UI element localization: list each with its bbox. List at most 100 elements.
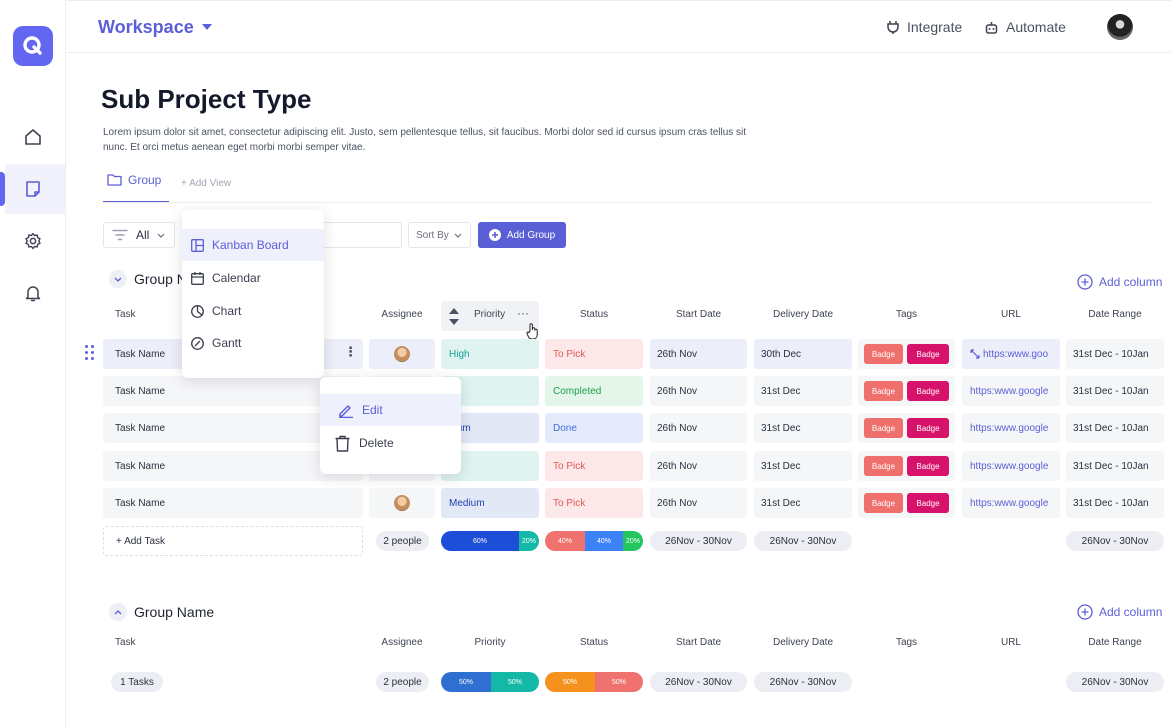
search-input[interactable] [320, 222, 402, 248]
group-collapse-toggle[interactable] [109, 603, 127, 621]
start-date-range-pill: 26Nov - 30Nov [650, 531, 747, 551]
add-view-link[interactable]: + Add View [181, 178, 232, 189]
delivery-date-value: 31st Dec [761, 422, 801, 434]
pencil-icon [339, 405, 353, 418]
assignee-cell[interactable] [369, 339, 435, 369]
filter-label: All [136, 228, 150, 242]
drag-handle-icon[interactable] [85, 345, 95, 361]
integrate-link[interactable]: Integrate [887, 19, 962, 35]
workspace-switcher[interactable]: Workspace [98, 17, 212, 38]
automate-link[interactable]: Automate [985, 19, 1066, 35]
date-range-value: 31st Dec - 10Jan [1073, 348, 1149, 360]
tags-cell[interactable]: Badge Badge [858, 376, 955, 406]
tags-cell[interactable]: Badge Badge [858, 488, 955, 518]
task-cell[interactable]: Task Name [103, 413, 363, 443]
people-count-pill: 2 people [376, 672, 429, 692]
date-range-cell[interactable]: 31st Dec - 10Jan [1066, 451, 1164, 481]
bell-icon[interactable] [20, 280, 46, 306]
task-cell[interactable]: Task Name [103, 488, 363, 518]
menu-item-calendar[interactable]: Calendar [182, 262, 261, 294]
settings-icon[interactable] [20, 228, 46, 254]
start-date-cell[interactable]: 26th Nov [650, 488, 747, 518]
url-cell[interactable]: https:www.goo [962, 339, 1060, 369]
start-date-cell[interactable]: 26th Nov [650, 413, 747, 443]
menu-item-delete[interactable]: Delete [320, 427, 394, 459]
status-cell[interactable]: To Pick [545, 451, 643, 481]
start-date-range-pill: 26Nov - 30Nov [650, 672, 747, 692]
add-column-button[interactable]: Add column [1077, 604, 1162, 620]
url-value: https:www.google [970, 385, 1049, 397]
header-delivery-date: Delivery Date [772, 309, 834, 320]
tags-cell[interactable]: Badge Badge [858, 451, 955, 481]
header-date-range: Date Range [1088, 637, 1142, 648]
priority-distribution-bar: 50% 50% [441, 672, 539, 692]
menu-item-label: Kanban Board [212, 238, 289, 252]
status-value: To Pick [553, 460, 586, 472]
url-cell[interactable]: https:www.google [962, 488, 1060, 518]
add-group-button[interactable]: Add Group [478, 222, 566, 248]
add-task-button[interactable]: + Add Task [103, 526, 363, 556]
start-date-value: 26th Nov [657, 497, 698, 509]
task-cell[interactable]: Task Name [103, 376, 363, 406]
date-range-pill: 26Nov - 30Nov [1066, 672, 1164, 692]
priority-header-hovered[interactable]: Priority ··· [441, 301, 539, 331]
delivery-date-cell[interactable]: 31st Dec [754, 488, 852, 518]
status-cell[interactable]: To Pick [545, 339, 643, 369]
date-range-cell[interactable]: 31st Dec - 10Jan [1066, 376, 1164, 406]
url-cell[interactable]: https:www.google [962, 376, 1060, 406]
priority-segment: 50% [491, 672, 539, 692]
header-status: Status [579, 637, 609, 648]
date-range-cell[interactable]: 31st Dec - 10Jan [1066, 488, 1164, 518]
plus-circle-icon [1077, 274, 1093, 290]
add-column-label: Add column [1099, 275, 1163, 289]
delivery-date-cell[interactable]: 30th Dec [754, 339, 852, 369]
row-context-menu: Edit Delete [320, 377, 461, 474]
delivery-date-cell[interactable]: 31st Dec [754, 376, 852, 406]
status-cell[interactable]: Done [545, 413, 643, 443]
menu-item-edit[interactable]: Edit [320, 394, 461, 426]
status-cell[interactable]: Completed [545, 376, 643, 406]
menu-item-chart[interactable]: Chart [182, 295, 241, 327]
plus-circle-icon [488, 229, 501, 241]
group-collapse-toggle[interactable] [109, 270, 127, 288]
date-range-cell[interactable]: 31st Dec - 10Jan [1066, 413, 1164, 443]
tab-group[interactable]: Group [103, 173, 169, 203]
home-icon[interactable] [20, 124, 46, 150]
start-date-cell[interactable]: 26th Nov [650, 339, 747, 369]
header-assignee: Assignee [381, 309, 423, 320]
menu-item-kanban-board[interactable]: Kanban Board [182, 229, 324, 261]
priority-cell[interactable]: High [441, 339, 539, 369]
header-priority: Priority [474, 637, 506, 648]
sort-arrows-icon[interactable] [449, 307, 459, 326]
sort-dropdown[interactable]: Sort By [408, 222, 471, 248]
tags-cell[interactable]: Badge Badge [858, 339, 955, 369]
tabs-divider [103, 202, 1152, 203]
menu-item-gantt[interactable]: Gantt [182, 327, 241, 359]
filter-dropdown[interactable]: All [103, 222, 175, 248]
date-range-value: 31st Dec - 10Jan [1073, 497, 1149, 509]
delivery-date-cell[interactable]: 31st Dec [754, 451, 852, 481]
start-date-cell[interactable]: 26th Nov [650, 451, 747, 481]
add-column-button[interactable]: Add column [1077, 274, 1162, 290]
tag-badge: Badge [907, 344, 949, 364]
delivery-date-cell[interactable]: 31st Dec [754, 413, 852, 443]
tag-badge: Badge [864, 344, 903, 364]
start-date-cell[interactable]: 26th Nov [650, 376, 747, 406]
status-distribution-bar: 40% 40% 20% [545, 531, 643, 551]
more-horizontal-icon[interactable]: ··· [517, 306, 529, 320]
priority-cell[interactable]: Medium [441, 488, 539, 518]
date-range-cell[interactable]: 31st Dec - 10Jan [1066, 339, 1164, 369]
page-title: Sub Project Type [101, 84, 312, 114]
assignee-cell[interactable] [369, 488, 435, 518]
url-cell[interactable]: https:www.google [962, 413, 1060, 443]
tags-cell[interactable]: Badge Badge [858, 413, 955, 443]
app-logo[interactable] [13, 26, 53, 66]
gantt-icon [191, 336, 204, 350]
url-cell[interactable]: https:www.google [962, 451, 1060, 481]
more-vertical-icon[interactable]: ⋮ [344, 344, 357, 359]
task-cell[interactable]: Task Name [103, 451, 363, 481]
document-icon[interactable] [20, 176, 46, 202]
date-range-value: 31st Dec - 10Jan [1073, 422, 1149, 434]
user-avatar[interactable] [1107, 14, 1133, 40]
status-cell[interactable]: To Pick [545, 488, 643, 518]
